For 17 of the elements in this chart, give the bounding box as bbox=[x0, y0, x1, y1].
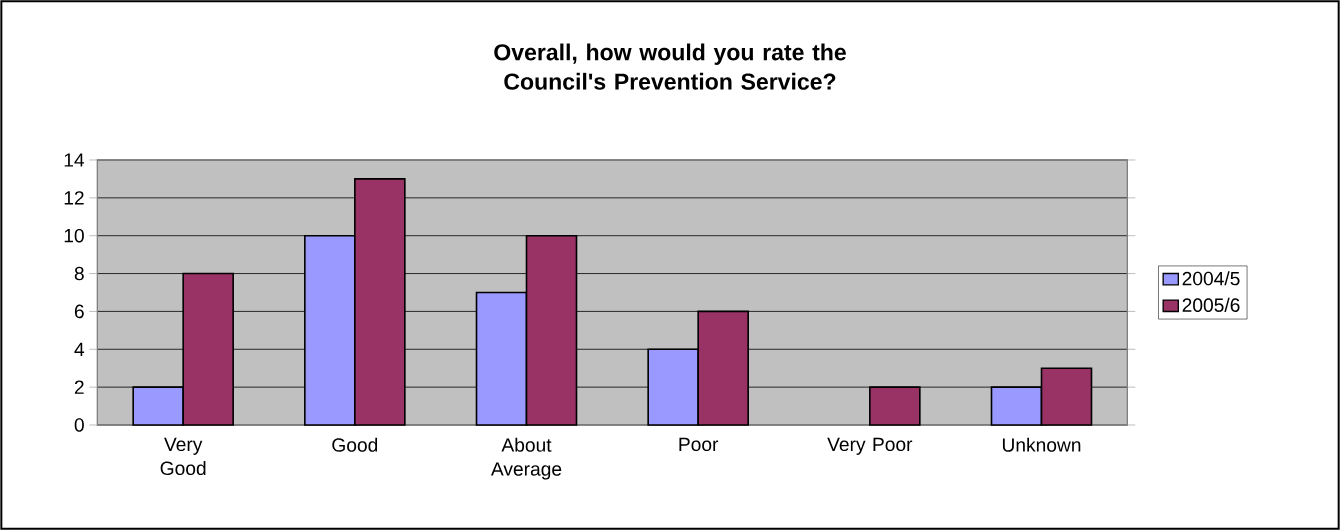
x-tick-label: Poor bbox=[679, 437, 719, 452]
y-tick-label: 10 bbox=[64, 228, 84, 243]
x-tick-label: Unknown bbox=[1002, 437, 1081, 452]
legend-label: 2004/5 bbox=[1182, 271, 1240, 286]
y-tick-label: 14 bbox=[64, 153, 85, 167]
x-tick-label: Very Poor bbox=[827, 437, 913, 455]
chart-title: Overall, how would you rate the Council's Prevention Service? bbox=[494, 43, 846, 90]
y-tick-label: 0 bbox=[74, 418, 84, 432]
y-tick-label: 8 bbox=[74, 266, 84, 281]
x-tick-label: About Average bbox=[490, 437, 562, 480]
y-tick-label: 4 bbox=[74, 342, 85, 356]
y-tick-label: 2 bbox=[74, 380, 84, 394]
y-tick-label: 12 bbox=[64, 191, 84, 205]
legend-label: 2005/6 bbox=[1182, 297, 1240, 312]
x-tick-label: Very Good bbox=[160, 437, 206, 476]
y-tick-label: 6 bbox=[74, 304, 84, 319]
x-tick-label: Good bbox=[332, 437, 378, 452]
